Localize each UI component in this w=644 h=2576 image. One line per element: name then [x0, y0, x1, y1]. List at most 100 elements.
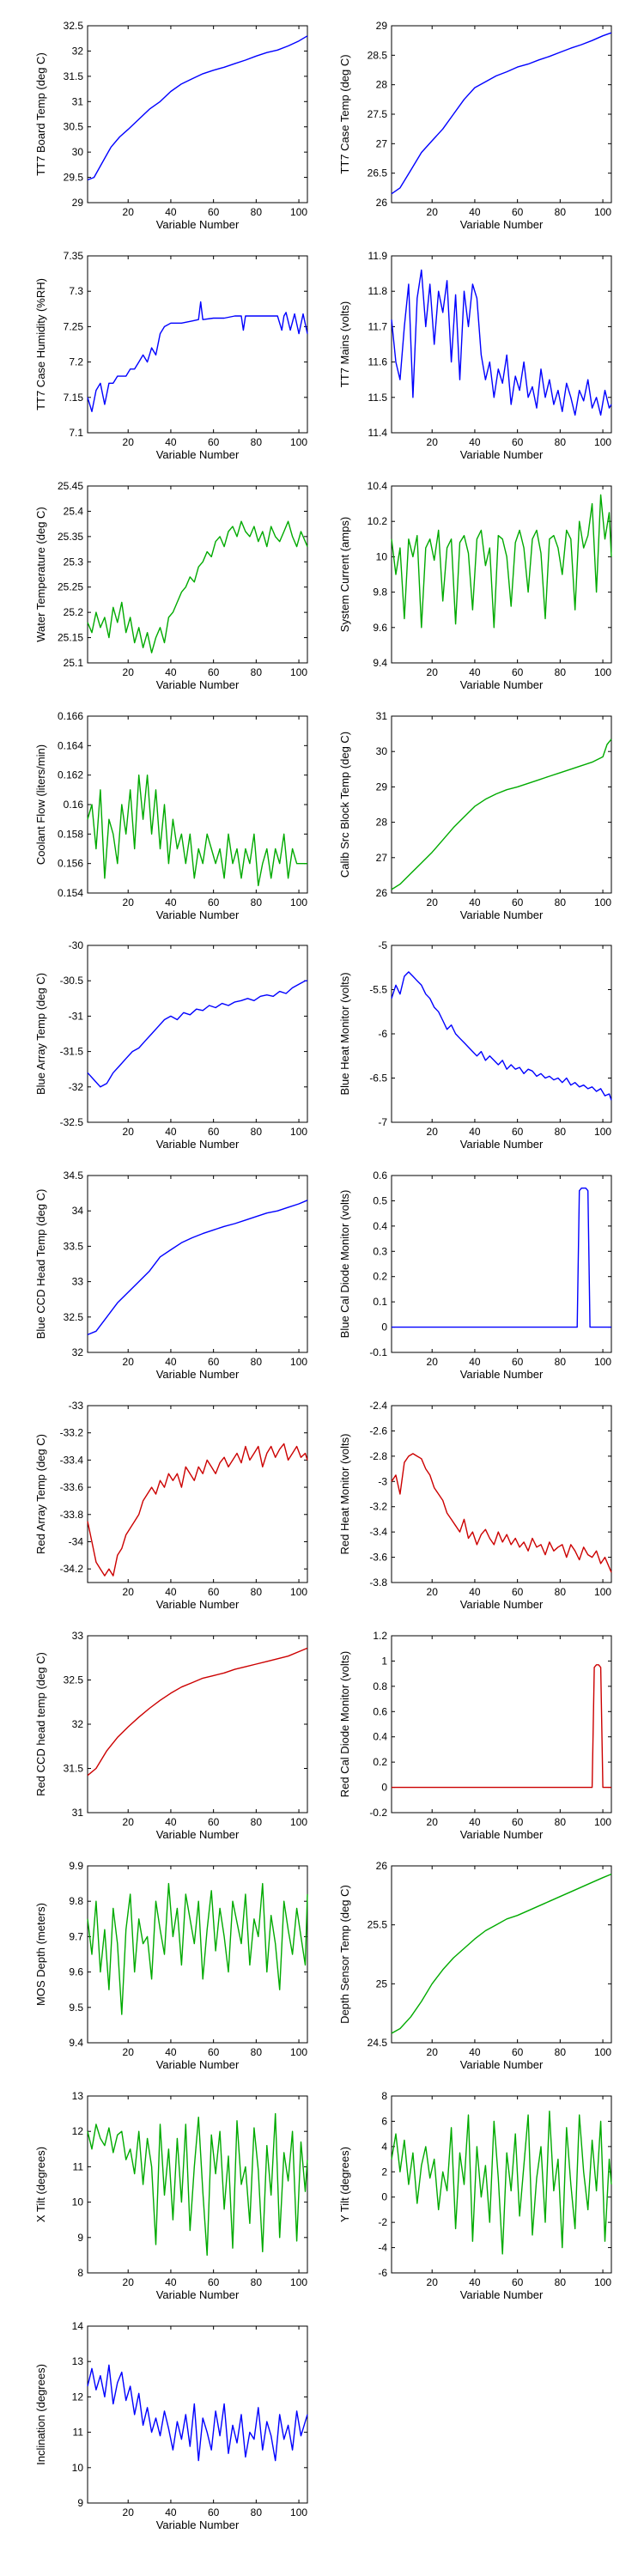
y-tick-label: 1.2 [373, 1630, 387, 1642]
y-tick-label: -6 [378, 1028, 387, 1040]
y-tick-label: 9.7 [69, 1930, 83, 1942]
chart-panel: 9 10 11 12 13 14 20 40 60 80 100 Variable Number Inc… [34, 2320, 308, 2531]
y-tick-label: 8 [77, 2267, 83, 2279]
y-tick-label: 10 [72, 2462, 84, 2474]
y-axis-label: X Tilt (degrees) [34, 2147, 47, 2222]
series-line [391, 269, 612, 416]
plot-frame [87, 1175, 308, 1353]
y-tick-label: 7.2 [69, 356, 83, 368]
y-tick-label: 25.2 [64, 606, 84, 618]
y-tick-label: 10.2 [368, 515, 388, 527]
y-tick-label: 0.1 [373, 1296, 387, 1308]
y-tick-label: 25.35 [58, 531, 83, 543]
x-tick-label: 20 [427, 206, 439, 218]
x-axis-label: Variable Number [460, 2288, 544, 2301]
y-tick-label: 27 [376, 137, 388, 149]
y-tick-label: -32.5 [60, 1116, 84, 1128]
plot-frame [391, 485, 612, 664]
series-line [391, 1873, 612, 2034]
y-axis-label: TT7 Case Humidity (%RH) [34, 278, 47, 410]
y-tick-label: 34.5 [64, 1170, 84, 1182]
x-axis-label: Variable Number [156, 1828, 240, 1841]
chart-panel: -6 -4 -2 0 2 4 6 8 20 40 60 80 100 Variable Number Y T… [338, 2090, 612, 2301]
y-tick-label: -3.4 [369, 1526, 387, 1538]
y-tick-label: 0.2 [373, 1271, 387, 1283]
y-tick-label: -6.5 [369, 1072, 387, 1084]
series-line [87, 1882, 308, 2015]
plot-frame [391, 1865, 612, 2044]
x-tick-label: 40 [165, 436, 177, 448]
series-line [87, 1443, 308, 1577]
y-tick-label: 25.25 [58, 581, 83, 593]
y-axis-label: Coolant Flow (liters/min) [34, 744, 47, 865]
y-tick-label: 33 [72, 1276, 84, 1288]
plot-frame [391, 715, 612, 894]
y-tick-label: 32 [72, 1718, 84, 1730]
x-tick-label: 20 [123, 1126, 135, 1138]
x-axis-label: Variable Number [156, 1138, 240, 1151]
x-tick-label: 20 [123, 1356, 135, 1368]
y-tick-label: 32.5 [64, 20, 84, 32]
x-tick-label: 20 [427, 1816, 439, 1828]
x-tick-label: 80 [555, 436, 567, 448]
x-tick-label: 60 [512, 206, 524, 218]
y-tick-label: 25.3 [64, 556, 84, 568]
x-tick-label: 40 [165, 1586, 177, 1598]
x-tick-label: 40 [469, 436, 481, 448]
x-tick-label: 100 [594, 1586, 611, 1598]
y-tick-label: 0.166 [58, 710, 83, 722]
y-tick-label: 9.4 [69, 2037, 83, 2049]
y-tick-label: 26 [376, 1860, 388, 1872]
y-tick-label: 9.8 [373, 586, 387, 598]
x-tick-label: 60 [208, 1126, 220, 1138]
x-tick-label: 80 [251, 2276, 263, 2288]
y-tick-label: 25 [376, 1978, 388, 1990]
y-tick-label: 9.5 [69, 2002, 83, 2014]
y-tick-label: 29.5 [64, 172, 84, 184]
y-tick-label: 11 [73, 2160, 84, 2172]
x-axis-label: Variable Number [460, 1368, 544, 1381]
x-tick-label: 80 [251, 1816, 263, 1828]
x-tick-label: 40 [165, 2506, 177, 2518]
chart-panel: 9.4 9.5 9.6 9.7 9.8 9.9 20 40 60 80 100 Variable Nu… [34, 1860, 308, 2071]
x-tick-label: 40 [165, 666, 177, 678]
chart-panel: 8 9 10 11 12 13 20 40 60 80 100 Variable Number X Ti… [34, 2090, 308, 2301]
series-line [391, 971, 612, 1101]
x-tick-label: 60 [512, 896, 524, 908]
x-tick-label: 80 [251, 2506, 263, 2518]
x-tick-label: 40 [165, 1126, 177, 1138]
x-tick-label: 20 [123, 1586, 135, 1598]
x-tick-label: 40 [469, 2046, 481, 2058]
x-tick-label: 100 [290, 1816, 307, 1828]
x-axis-label: Variable Number [460, 908, 544, 921]
x-tick-label: 100 [594, 206, 611, 218]
y-tick-label: -34 [69, 1535, 84, 1547]
y-tick-label: 30 [376, 745, 388, 757]
y-axis-label: Inclination (degrees) [34, 2364, 47, 2465]
x-tick-label: 80 [251, 666, 263, 678]
series-line [391, 1453, 612, 1573]
y-tick-label: 31 [72, 1807, 84, 1819]
y-tick-label: 28 [376, 817, 388, 829]
y-tick-label: -7 [378, 1116, 387, 1128]
plot-frame [87, 1635, 308, 1814]
y-tick-label: -2.8 [369, 1450, 387, 1462]
x-tick-label: 80 [251, 1126, 263, 1138]
y-tick-label: 27.5 [368, 108, 388, 120]
x-tick-label: 100 [290, 1586, 307, 1598]
x-axis-label: Variable Number [156, 2288, 240, 2301]
series-line [87, 775, 307, 887]
series-line [87, 2112, 308, 2257]
x-tick-label: 100 [290, 2506, 307, 2518]
x-tick-label: 80 [251, 896, 263, 908]
chart-panel: 25.1 25.15 25.2 25.25 25.3 25.35 25.4 25.45 20 40… [34, 480, 308, 691]
x-tick-label: 100 [290, 2046, 307, 2058]
chart-panel: 0.154 0.156 0.158 0.16 0.162 0.164 0.166 20 40 60… [34, 710, 308, 921]
y-tick-label: -31 [69, 1010, 84, 1022]
y-tick-label: 13 [72, 2355, 84, 2367]
x-tick-label: 100 [594, 2046, 611, 2058]
y-tick-label: 24.5 [368, 2037, 388, 2049]
y-tick-label: -5 [378, 939, 387, 951]
x-tick-label: 20 [427, 1586, 439, 1598]
